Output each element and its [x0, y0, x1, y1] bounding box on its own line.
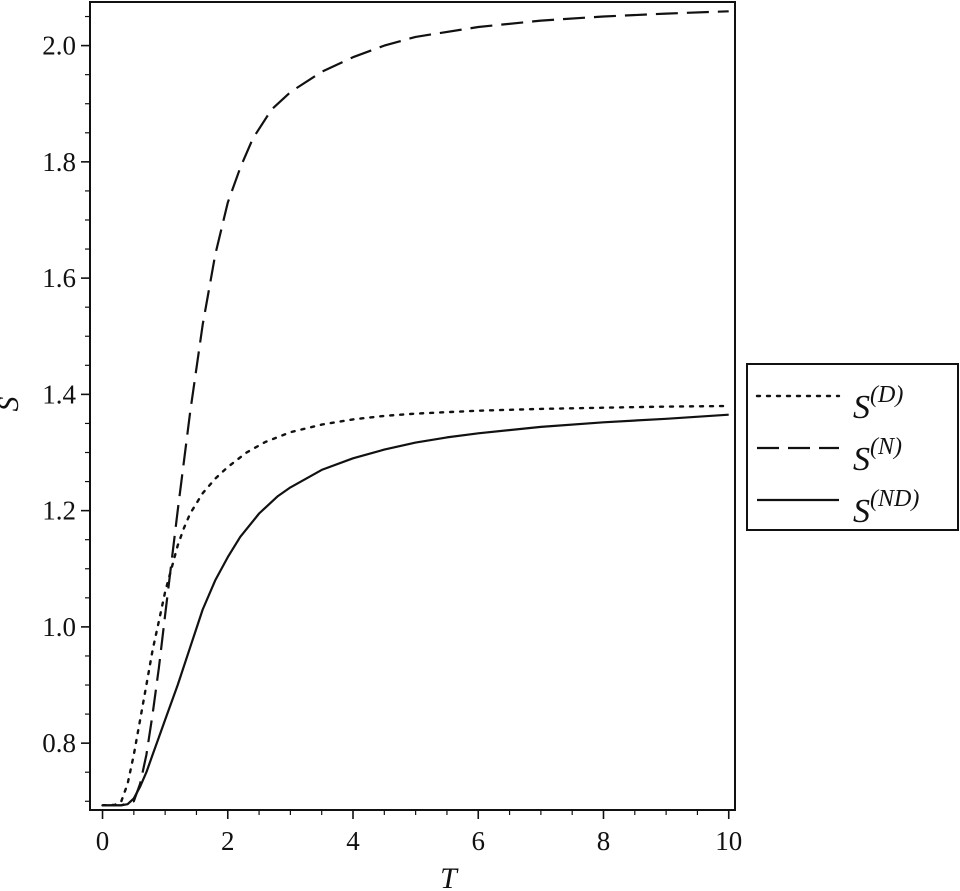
series-line-d: [101, 404, 730, 807]
legend-label: S(D): [853, 382, 903, 426]
y-tick-label: 0.8: [42, 728, 76, 758]
y-axis: 0.8 1.0 1.2 1.4 1.6 1.8 2.0: [42, 15, 90, 802]
y-axis-title: S: [0, 397, 25, 412]
legend-label-sup: (N): [870, 434, 902, 460]
x-tick-label: 10: [715, 826, 742, 856]
legend-label-base: S: [853, 389, 870, 426]
legend-box: [746, 363, 959, 531]
series-line-nd: [102, 413, 729, 807]
legend-label: S(ND): [853, 486, 919, 530]
x-tick-label: 2: [221, 826, 235, 856]
x-axis-title: T: [440, 862, 459, 891]
x-tick-label: 8: [597, 826, 611, 856]
x-tick-label: 6: [472, 826, 486, 856]
x-tick-label: 4: [346, 826, 360, 856]
legend-label-sup: (ND): [870, 486, 919, 512]
y-tick-label: 1.2: [42, 496, 76, 526]
y-tick-label: 1.0: [42, 612, 76, 642]
legend-label-sup: (D): [870, 382, 903, 408]
y-tick-label: 1.6: [42, 263, 76, 293]
legend-label-base: S: [853, 441, 870, 478]
legend-label: S(N): [853, 434, 902, 478]
x-tick-label: 0: [96, 826, 110, 856]
series-line-n: [102, 10, 729, 807]
legend: S(D)S(N)S(ND): [746, 363, 959, 531]
x-axis: 0 2 4 6 8 10: [96, 810, 742, 856]
plot-area: [101, 10, 730, 807]
y-tick-label: 1.4: [42, 379, 76, 409]
y-tick-label: 2.0: [42, 31, 76, 61]
plot-frame: [89, 1, 736, 811]
legend-label-base: S: [853, 493, 870, 530]
y-tick-label: 1.8: [42, 147, 76, 177]
